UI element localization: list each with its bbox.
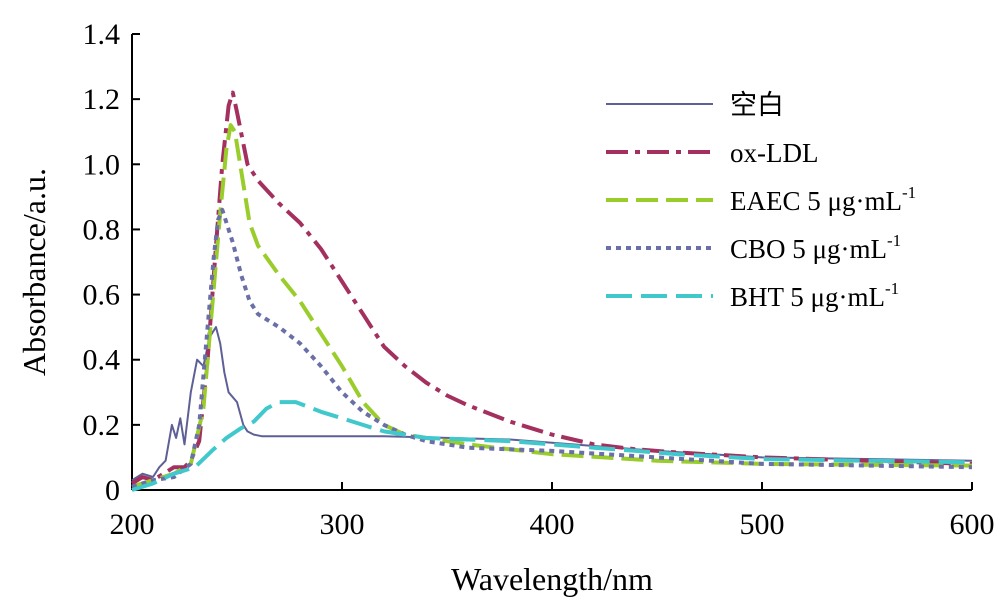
- legend-superscript: -1: [902, 183, 916, 202]
- legend-superscript: -1: [887, 231, 901, 250]
- legend-name: CBO 5 μg·mL: [730, 234, 887, 264]
- legend-label-0: 空白: [730, 90, 784, 120]
- y-tick-label: 0.6: [83, 279, 121, 312]
- legend-name: EAEC 5 μg·mL: [730, 186, 902, 216]
- y-tick-label: 1.2: [83, 83, 121, 116]
- y-axis-title: Absorbance/a.u.: [16, 168, 52, 376]
- legend-name: 空白: [730, 90, 784, 120]
- x-axis-ticks: 200 300 400 500 600: [110, 482, 995, 541]
- legend-superscript: -1: [885, 279, 899, 298]
- x-tick-label: 300: [320, 508, 365, 541]
- y-tick-label: 1.0: [83, 148, 121, 181]
- legend-label-1: ox-LDL: [730, 138, 818, 168]
- x-tick-label: 600: [950, 508, 995, 541]
- plot-series: [130, 90, 973, 492]
- legend-name: BHT 5 μg·mL: [730, 282, 885, 312]
- x-axis-title: Wavelength/nm: [451, 561, 653, 597]
- y-axis-ticks: 0 0.2 0.4 0.6 0.8 1.0 1.2 1.4: [83, 18, 140, 507]
- series-line-0: [131, 326, 973, 482]
- series-line-1: [130, 90, 973, 486]
- y-tick-label: 1.4: [83, 18, 121, 51]
- series-line-2: [131, 123, 973, 489]
- x-tick-label: 500: [740, 508, 785, 541]
- y-tick-label: 0: [105, 474, 120, 507]
- y-tick-label: 0.4: [83, 344, 121, 377]
- series-line-4: [131, 400, 973, 492]
- series-line-3: [131, 207, 973, 489]
- x-tick-label: 400: [530, 508, 575, 541]
- legend-label-4: BHT 5 μg·mL-1: [730, 279, 899, 312]
- legend-name: ox-LDL: [730, 138, 818, 168]
- legend-label-2: EAEC 5 μg·mL-1: [730, 183, 916, 216]
- x-tick-label: 200: [110, 508, 155, 541]
- legend-label-3: CBO 5 μg·mL-1: [730, 231, 901, 264]
- y-tick-label: 0.2: [83, 409, 121, 442]
- y-tick-label: 0.8: [83, 213, 121, 246]
